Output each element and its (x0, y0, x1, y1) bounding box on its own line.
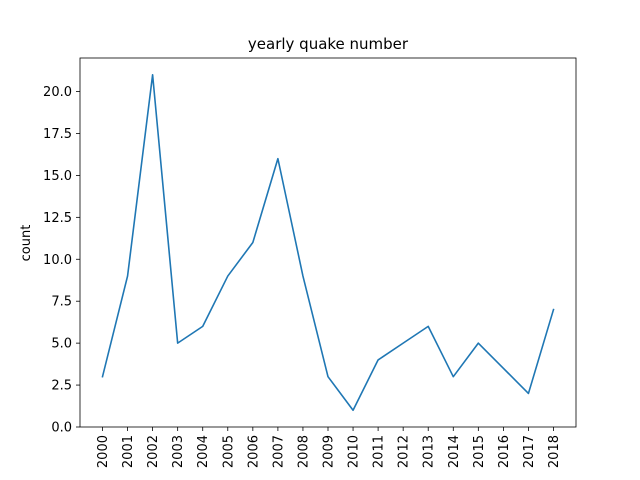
y-tick-label: 20.0 (43, 85, 72, 100)
y-tick-label: 15.0 (43, 169, 72, 184)
x-tick-label: 2004 (196, 435, 211, 468)
x-tick-label: 2015 (472, 435, 487, 468)
y-tick-label: 2.5 (51, 379, 72, 394)
y-axis-label: count (19, 225, 34, 262)
x-tick-label: 2002 (146, 435, 161, 468)
x-tick-label: 2018 (547, 435, 562, 468)
x-tick-label: 2006 (246, 435, 261, 468)
x-tick-label: 2017 (522, 435, 537, 468)
x-tick-label: 2014 (447, 435, 462, 468)
x-tick-label: 2007 (271, 435, 286, 468)
y-tick-label: 10.0 (43, 253, 72, 268)
x-tick-label: 2000 (96, 435, 111, 468)
y-tick-label: 12.5 (43, 211, 72, 226)
x-tick-label: 2011 (372, 435, 387, 468)
x-tick-label: 2010 (347, 435, 362, 468)
y-tick-label: 0.0 (51, 421, 72, 436)
y-tick-label: 5.0 (51, 337, 72, 352)
x-tick-label: 2005 (221, 435, 236, 468)
x-tick-label: 2016 (497, 435, 512, 468)
x-tick-label: 2008 (296, 435, 311, 468)
chart-title: yearly quake number (248, 35, 409, 53)
x-tick-label: 2013 (422, 435, 437, 468)
x-tick-label: 2009 (322, 435, 337, 468)
y-tick-label: 17.5 (43, 127, 72, 142)
plot-area: 0.0 2.5 5.0 7.5 10.0 12.5 15.0 17.5 20.0 2000 2001… (43, 57, 577, 468)
x-tick-label: 2012 (397, 435, 412, 468)
x-tick-label: 2003 (171, 435, 186, 468)
plot-frame (79, 57, 577, 428)
y-tick-label: 7.5 (51, 295, 72, 310)
x-tick-label: 2001 (121, 435, 136, 468)
series-line (101, 73, 555, 412)
